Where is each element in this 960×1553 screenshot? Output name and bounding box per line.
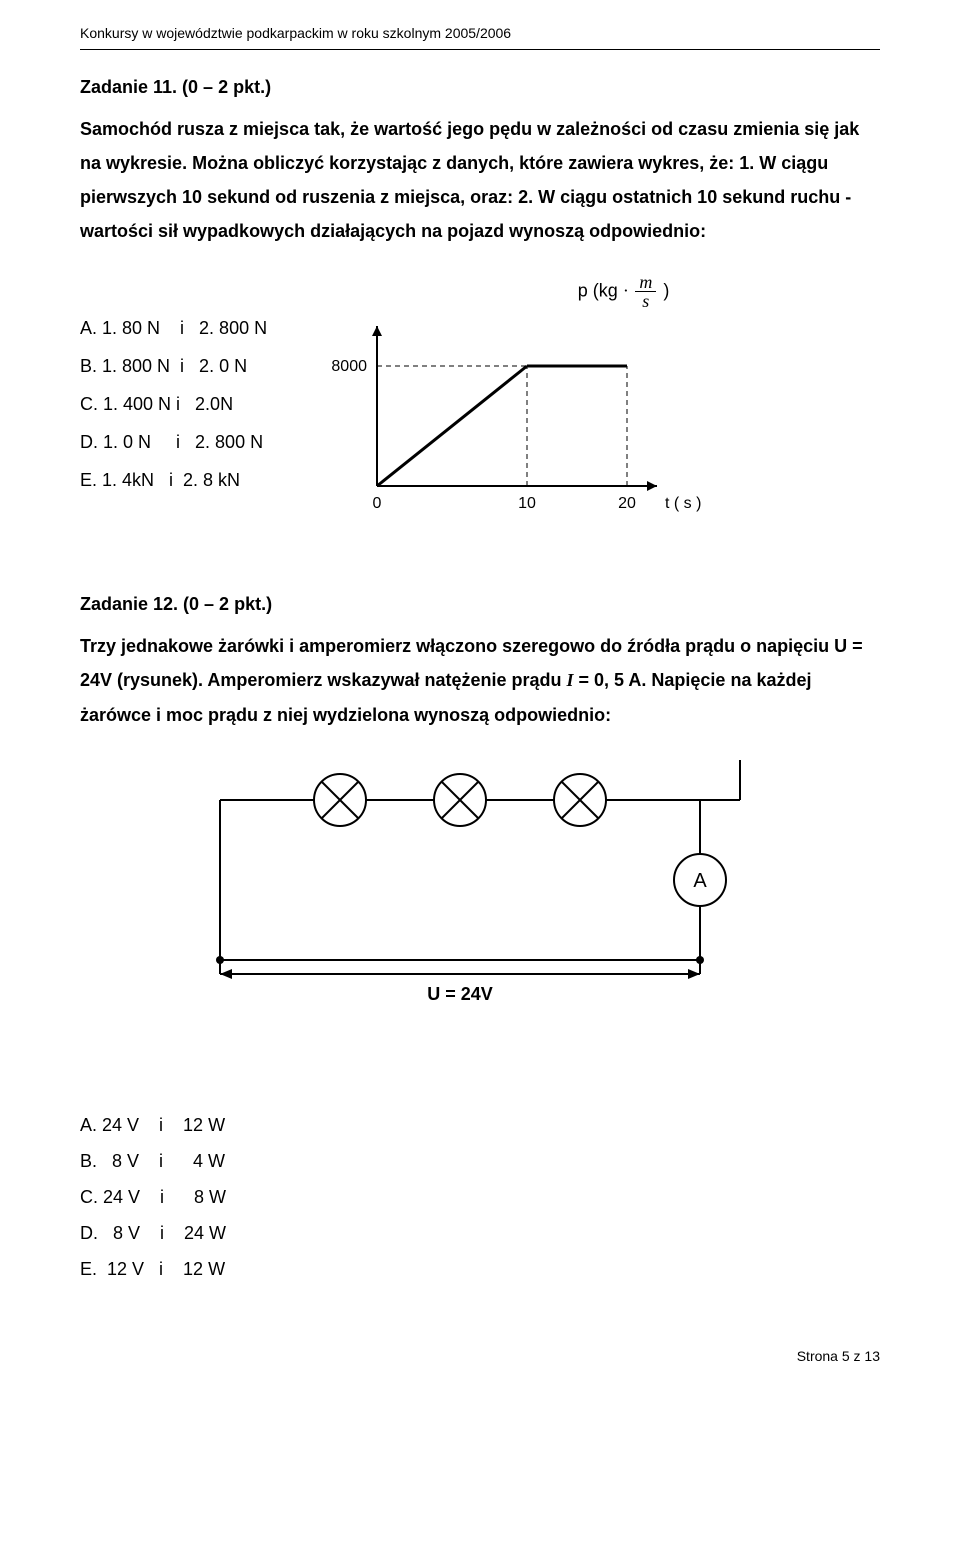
graph-y-label-fraction: m s [635, 273, 656, 310]
task12-answer-d: D. 8 V i 24 W [80, 1223, 226, 1243]
task11-answers: A. 1. 80 N i 2. 800 N B. 1. 800 N i 2. 0… [80, 273, 267, 538]
task11-answer-e: E. 1. 4kN i 2. 8 kN [80, 470, 240, 490]
task12-body: Trzy jednakowe żarówki i amperomierz włą… [80, 629, 880, 732]
svg-text:8000: 8000 [332, 358, 368, 375]
task11-answer-a: A. 1. 80 N i 2. 800 N [80, 318, 267, 338]
task11-paragraph: Samochód rusza z miejsca tak, że wartość… [80, 112, 880, 249]
task12-title: Zadanie 12. (0 – 2 pkt.) [80, 587, 880, 621]
svg-text:U = 24V: U = 24V [427, 984, 493, 1000]
task12-answer-c: C. 24 V i 8 W [80, 1187, 226, 1207]
task11-title: Zadanie 11. (0 – 2 pkt.) [80, 70, 880, 104]
task12-answers: A. 24 V i 12 W B. 8 V i 4 W C. 24 V i 8 … [80, 1071, 880, 1323]
svg-text:t ( s ): t ( s ) [665, 495, 701, 512]
graph-y-label-prefix: p (kg [578, 280, 618, 300]
page-footer: Strona 5 z 13 [80, 1343, 880, 1370]
circuit-diagram: A U = 24V [80, 760, 880, 1011]
svg-text:0: 0 [373, 495, 382, 512]
svg-text:20: 20 [618, 495, 636, 512]
task12-answer-b: B. 8 V i 4 W [80, 1151, 225, 1171]
task11-answer-d: D. 1. 0 N i 2. 800 N [80, 432, 263, 452]
task11-answer-b: B. 1. 800 N i 2. 0 N [80, 356, 247, 376]
graph-y-label-suffix: ) [663, 280, 669, 300]
task12-paragraph: Trzy jednakowe żarówki i amperomierz włą… [80, 629, 880, 732]
task11-body: Samochód rusza z miejsca tak, że wartość… [80, 112, 880, 249]
task12-answer-e: E. 12 V i 12 W [80, 1259, 225, 1279]
svg-text:10: 10 [518, 495, 536, 512]
task12-answer-a: A. 24 V i 12 W [80, 1115, 225, 1135]
circuit-svg: A U = 24V [180, 760, 780, 1000]
page-header: Konkursy w województwie podkarpackim w r… [80, 20, 880, 50]
momentum-graph: p (kg · m s ) 800001020t ( s ) [307, 273, 880, 537]
momentum-graph-svg: 8000 0 10 20 t ( s ) [307, 306, 727, 526]
task12-current-symbol: I [567, 670, 574, 690]
svg-text:A: A [693, 870, 707, 892]
task11-answer-c: C. 1. 400 N i 2.0N [80, 394, 233, 414]
